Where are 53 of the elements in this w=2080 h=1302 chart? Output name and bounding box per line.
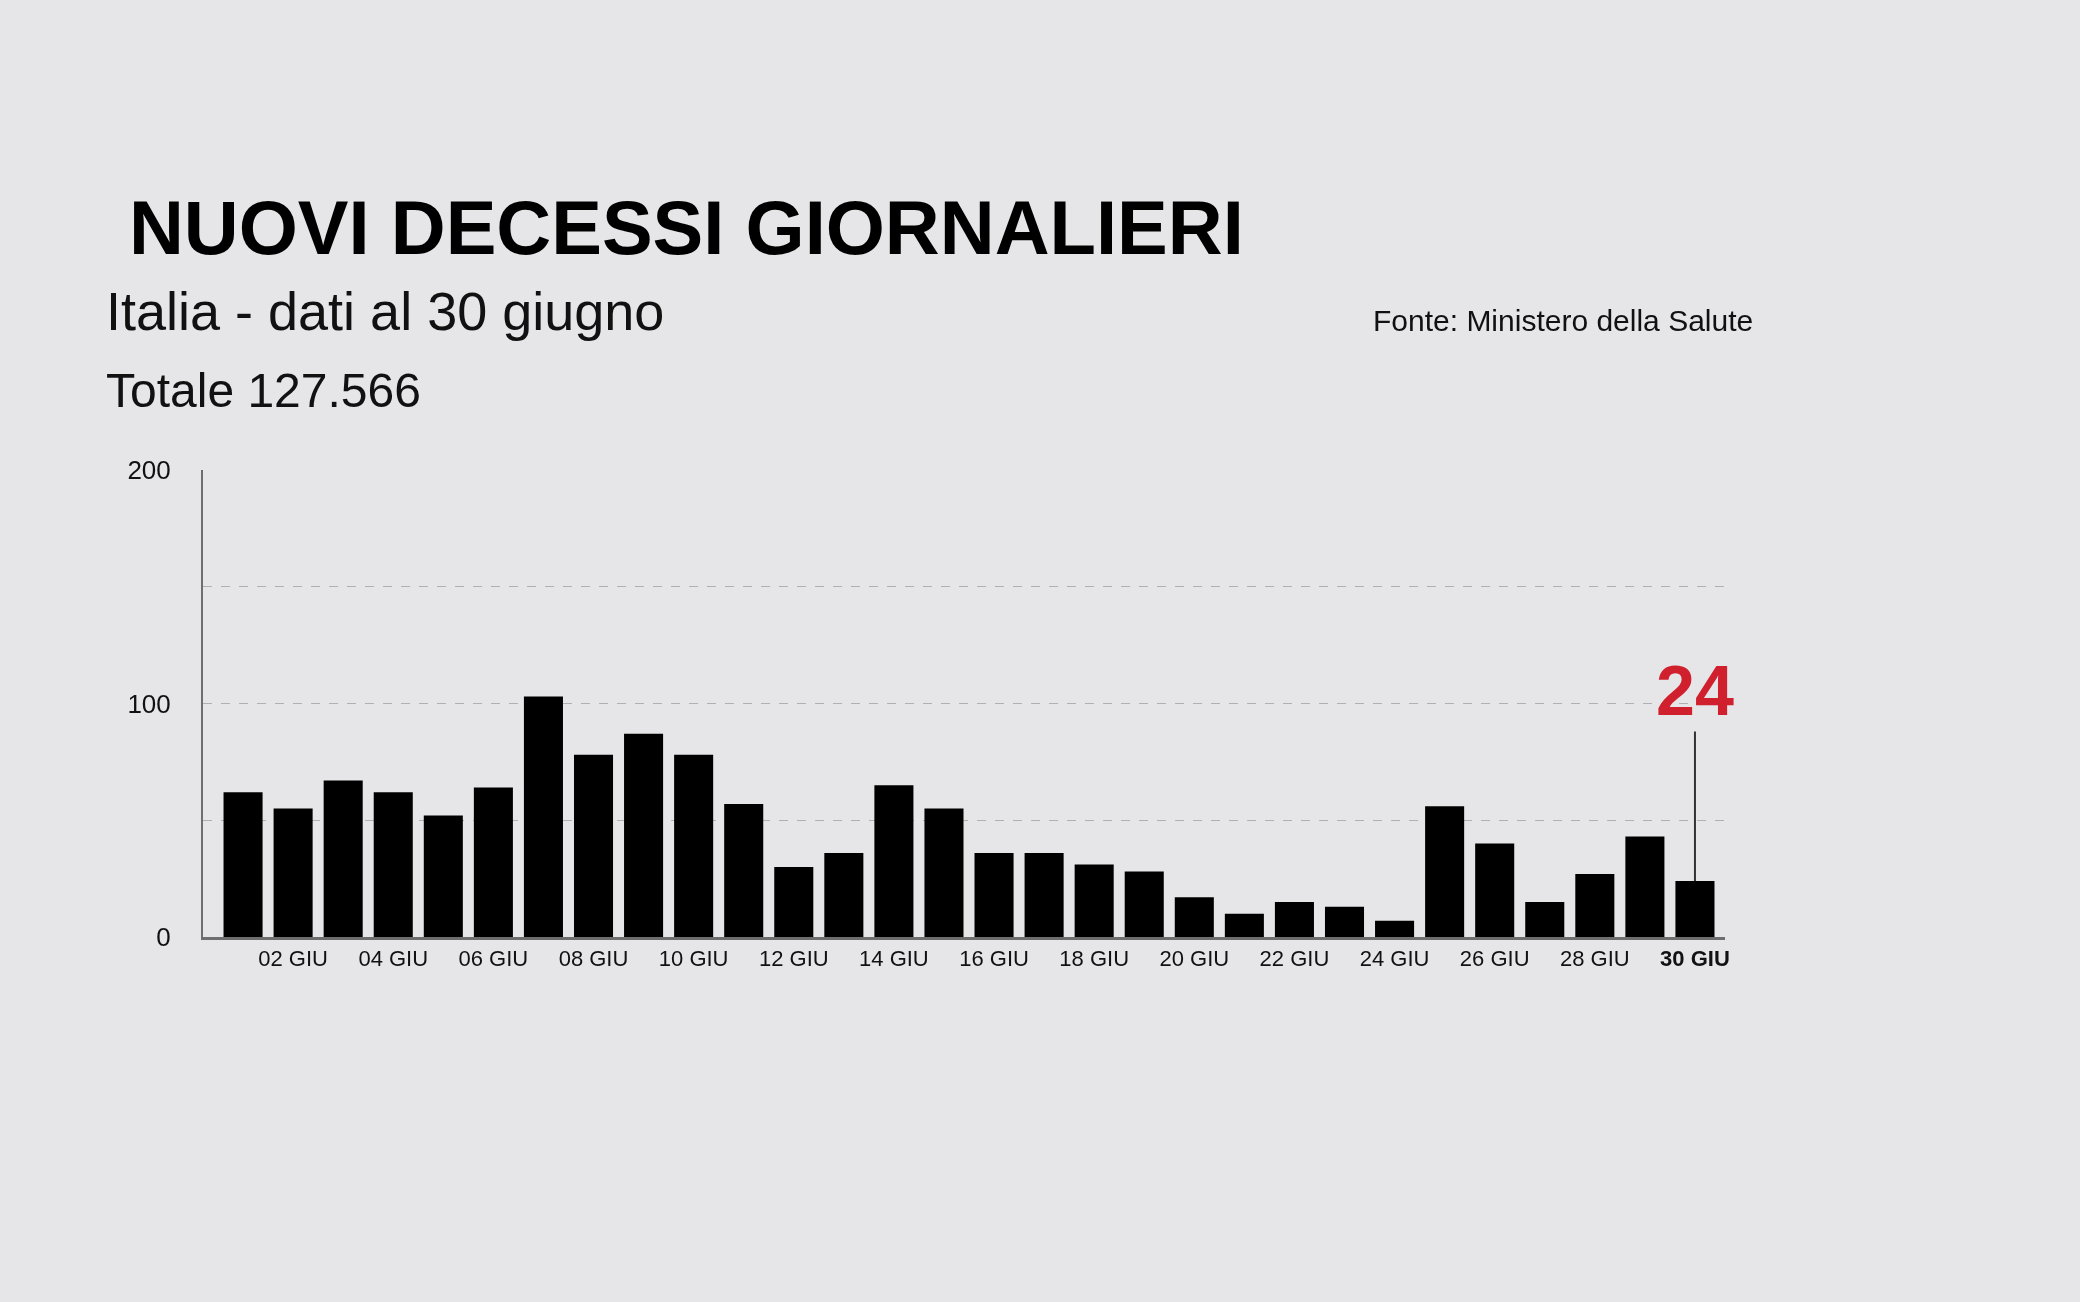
bar bbox=[1274, 901, 1314, 937]
x-tick-label: 26 GIU bbox=[1459, 946, 1530, 972]
x-tick-label: 12 GIU bbox=[758, 946, 829, 972]
bar bbox=[924, 808, 964, 937]
x-tick-label: 18 GIU bbox=[1059, 946, 1130, 972]
bar bbox=[1324, 906, 1365, 937]
bar bbox=[1375, 920, 1415, 937]
bar bbox=[473, 787, 513, 937]
bar bbox=[1074, 864, 1114, 937]
x-tick-label: 28 GIU bbox=[1559, 946, 1630, 972]
x-tick-label: 16 GIU bbox=[959, 946, 1029, 972]
bar bbox=[1525, 901, 1565, 937]
bar bbox=[1024, 852, 1064, 937]
bar bbox=[1224, 913, 1264, 937]
bar bbox=[573, 754, 614, 937]
y-tick-label: 100 bbox=[127, 688, 171, 719]
bar bbox=[724, 803, 764, 937]
annotation: 24 bbox=[1656, 652, 1734, 730]
bar bbox=[273, 808, 313, 937]
bar bbox=[223, 792, 263, 937]
bar bbox=[624, 733, 664, 937]
bar bbox=[1425, 806, 1465, 937]
y-tick-label: 0 bbox=[156, 922, 171, 953]
bar bbox=[1174, 897, 1214, 937]
text: Totale 127.566 bbox=[106, 364, 421, 417]
x-tick-label: 10 GIU bbox=[658, 946, 729, 972]
chart-subtitle: Italia - dati al 30 giugno bbox=[106, 281, 665, 341]
x-tick-label: 22 GIU bbox=[1259, 946, 1330, 972]
bar bbox=[373, 792, 413, 937]
x-tick-label: 24 GIU bbox=[1359, 946, 1430, 972]
bar bbox=[1675, 880, 1715, 937]
bar bbox=[523, 696, 563, 937]
x-tick-label: 08 GIU bbox=[558, 946, 629, 972]
bar bbox=[1475, 843, 1515, 937]
x-tick-label: 14 GIU bbox=[859, 946, 929, 972]
bar bbox=[1625, 836, 1665, 937]
y-tick-label: 200 bbox=[127, 455, 171, 486]
x-tick-label: 04 GIU bbox=[358, 946, 429, 972]
bar bbox=[423, 815, 463, 937]
bar bbox=[323, 780, 363, 937]
x-tick-label: 02 GIU bbox=[258, 946, 328, 972]
bar bbox=[874, 785, 914, 937]
x-tick-label: 20 GIU bbox=[1159, 946, 1230, 972]
bar bbox=[1124, 871, 1164, 937]
bar bbox=[824, 852, 864, 937]
x-tick-label: 06 GIU bbox=[458, 946, 529, 972]
bar bbox=[674, 754, 714, 937]
bar bbox=[774, 866, 814, 937]
bar bbox=[974, 852, 1014, 937]
bar bbox=[1575, 873, 1615, 937]
x-tick-label: 30 GIU bbox=[1660, 946, 1730, 972]
chart-title: NUOVI DECESSI GIORNALIERI bbox=[128, 185, 1244, 271]
source-note: Fonte: Ministero della Salute bbox=[1373, 304, 1754, 337]
